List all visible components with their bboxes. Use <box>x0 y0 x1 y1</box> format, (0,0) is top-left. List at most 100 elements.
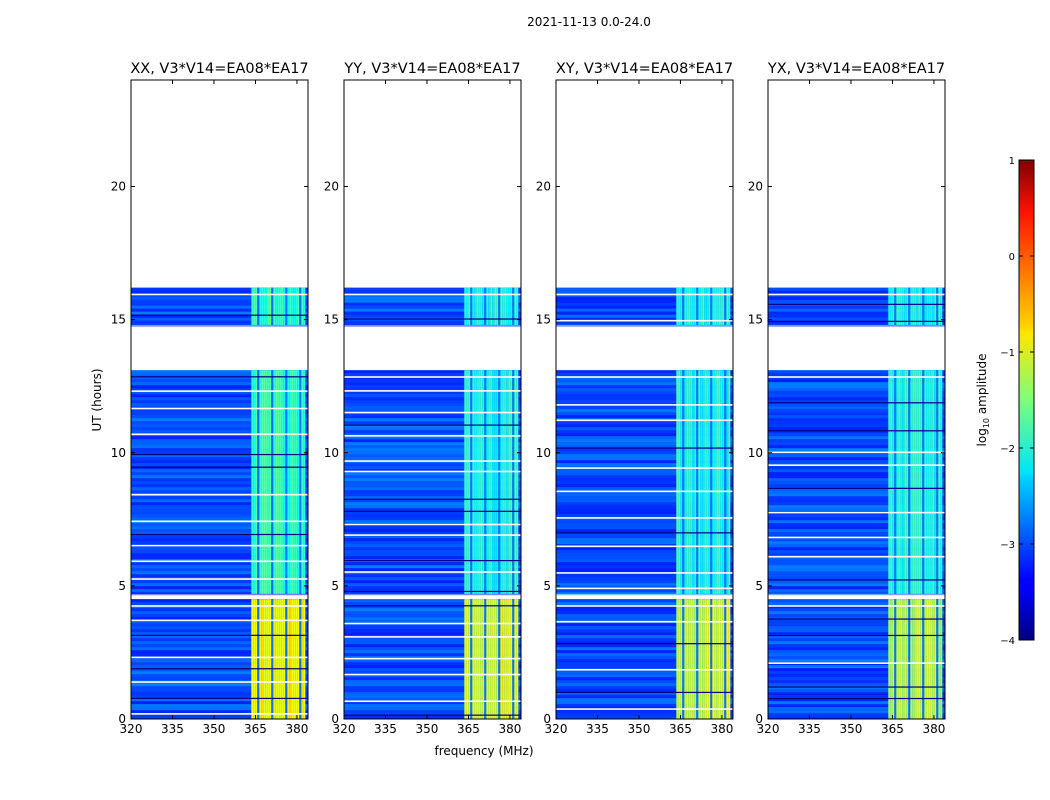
noise-row <box>344 451 521 455</box>
band-column <box>291 287 294 325</box>
y-tick-label: 15 <box>536 313 551 327</box>
band-column <box>688 287 691 325</box>
band-column <box>698 287 701 325</box>
noise-row <box>131 505 308 509</box>
noise-row <box>556 472 733 476</box>
noise-row <box>768 323 945 327</box>
flag-line <box>131 605 308 607</box>
band-column <box>289 370 292 594</box>
noise-row <box>344 568 521 572</box>
band-column <box>914 599 917 719</box>
noise-row <box>768 713 945 717</box>
band-column <box>259 370 262 594</box>
band-column <box>936 370 939 594</box>
noise-row <box>556 317 733 321</box>
noise-row <box>131 299 308 303</box>
noise-row <box>344 668 521 672</box>
band-column <box>678 599 681 719</box>
y-tick-label: 0 <box>118 712 126 726</box>
band-column <box>255 599 258 719</box>
noise-row <box>344 617 521 621</box>
noise-row <box>344 626 521 630</box>
band-column <box>504 370 507 594</box>
flag-line <box>131 466 308 468</box>
band-column <box>512 287 515 325</box>
colorbar: log10 amplitude 1 0 −1 −2 −3 −4 <box>975 156 1035 647</box>
band-column <box>904 287 907 325</box>
noise-row <box>768 571 945 575</box>
noise-row <box>131 535 308 539</box>
heatmap-image <box>131 287 308 719</box>
flag-line <box>344 714 521 716</box>
flag-line <box>344 376 521 378</box>
noise-row <box>768 556 945 560</box>
noise-row <box>131 662 308 666</box>
noise-row <box>131 623 308 627</box>
noise-row <box>768 373 945 377</box>
band-column <box>267 287 270 325</box>
band-column <box>279 599 282 719</box>
band-column <box>728 287 731 325</box>
noise-row <box>768 710 945 714</box>
noise-row <box>768 541 945 545</box>
noise-row <box>131 689 308 693</box>
band-column <box>476 287 479 325</box>
x-tick-label: 320 <box>120 722 143 736</box>
noise-row <box>768 577 945 581</box>
noise-row <box>131 484 308 488</box>
x-axis-label: frequency (MHz) <box>434 744 533 758</box>
band-column <box>686 287 689 325</box>
noise-row <box>556 520 733 524</box>
noise-row <box>344 385 521 389</box>
noise-row <box>556 686 733 690</box>
band-column <box>700 599 703 719</box>
noise-row <box>344 391 521 395</box>
noise-row <box>768 448 945 452</box>
band-column <box>464 370 467 594</box>
band-column <box>938 599 941 719</box>
noise-row <box>131 517 308 521</box>
band-column <box>702 370 705 594</box>
band-column <box>283 287 286 325</box>
band-column <box>472 287 475 325</box>
noise-row <box>768 562 945 566</box>
noise-row <box>344 388 521 392</box>
noise-row <box>344 415 521 419</box>
band-column <box>700 287 703 325</box>
band-column <box>934 370 937 594</box>
noise-row <box>131 710 308 714</box>
noise-row <box>344 382 521 386</box>
band-column <box>932 599 935 719</box>
band-column <box>498 370 501 594</box>
noise-row <box>344 565 521 569</box>
band-column <box>470 287 473 325</box>
noise-row <box>556 547 733 551</box>
flag-line <box>344 318 521 320</box>
band-column <box>297 370 300 594</box>
band-column <box>940 599 943 719</box>
axes-frame <box>130 79 309 720</box>
band-column <box>494 287 497 325</box>
noise-row <box>344 481 521 485</box>
flag-line <box>768 320 945 322</box>
noise-row <box>556 305 733 309</box>
band-column <box>720 370 723 594</box>
noise-row <box>556 562 733 566</box>
noise-row <box>344 605 521 609</box>
noise-row <box>556 695 733 699</box>
flag-line <box>131 713 308 715</box>
noise-row <box>556 583 733 587</box>
noise-row <box>131 538 308 542</box>
flag-line <box>344 435 521 437</box>
noise-row <box>344 701 521 705</box>
band-column <box>285 287 288 325</box>
noise-row <box>556 299 733 303</box>
noise-row <box>556 577 733 581</box>
band-column <box>516 287 519 325</box>
heatmap-image <box>344 287 521 719</box>
noise-row <box>344 409 521 413</box>
noise-row <box>768 692 945 696</box>
noise-row <box>768 707 945 711</box>
band-column <box>698 599 701 719</box>
noise-row <box>768 403 945 407</box>
